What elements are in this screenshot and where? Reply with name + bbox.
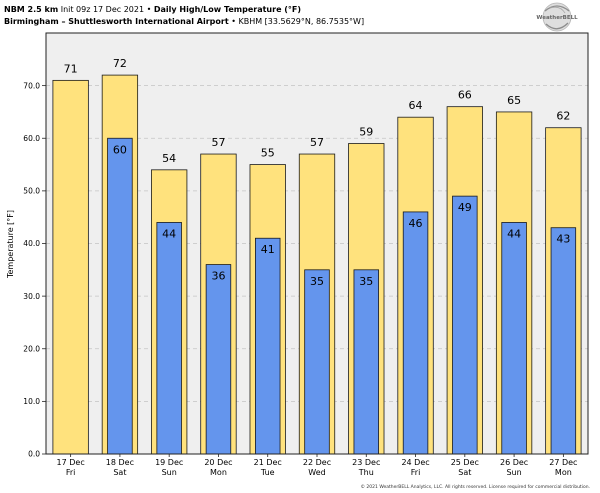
header-separator: •	[231, 17, 236, 26]
low-temperature-bar	[304, 269, 330, 455]
model-name: NBM 2.5 km	[4, 5, 59, 14]
x-tick-date-label: 20 Dec	[204, 458, 232, 467]
chart-title: Daily High/Low Temperature (°F)	[153, 5, 302, 14]
low-temperature-bar	[550, 227, 577, 455]
high-temperature-label: 59	[359, 126, 373, 139]
copyright-footer: © 2021 WeatherBELL Analytics, LLC. All r…	[361, 483, 591, 490]
low-temperature-label: 41	[261, 243, 275, 256]
high-temperature-label: 64	[409, 99, 423, 112]
x-tick-weekday-label: Fri	[66, 468, 76, 477]
x-tick-date-label: 25 Dec	[451, 458, 479, 467]
x-tick-weekday-label: Mon	[210, 468, 227, 477]
station-info: KBHM [33.5629°N, 86.7535°W]	[238, 17, 365, 26]
high-temperature-label: 65	[507, 94, 521, 107]
low-temperature-label: 36	[211, 270, 225, 283]
logo-swirl-icon	[545, 22, 569, 30]
high-temperature-label: 66	[458, 89, 472, 102]
logo-text: WeatherBELL	[536, 15, 578, 21]
high-temperature-label: 57	[310, 136, 324, 149]
x-tick-weekday-label: Sat	[113, 468, 126, 477]
low-temperature-bar	[402, 211, 429, 455]
logo-swirl-icon	[549, 6, 566, 14]
low-temperature-bar	[452, 195, 478, 455]
x-tick-date-label: 18 Dec	[106, 458, 134, 467]
low-temperature-bar	[156, 222, 182, 455]
low-temperature-label: 46	[409, 217, 423, 230]
low-temperature-label: 43	[556, 233, 570, 246]
low-temperature-bar	[107, 137, 133, 455]
high-temperature-label: 55	[261, 147, 275, 160]
x-tick-date-label: 23 Dec	[352, 458, 380, 467]
plot-frame	[45, 32, 589, 455]
high-temperature-label: 72	[113, 57, 127, 70]
x-tick-weekday-label: Tue	[260, 468, 275, 477]
location-name: Birmingham – Shuttlesworth International…	[4, 17, 229, 26]
y-tick-label: 0.0	[28, 450, 40, 459]
x-tick-weekday-label: Sat	[458, 468, 471, 477]
y-tick-label: 10.0	[23, 397, 40, 406]
x-tick-weekday-label: Wed	[308, 468, 325, 477]
x-tick-date-label: 24 Dec	[401, 458, 429, 467]
low-temperature-bar	[255, 237, 281, 455]
init-time: Init 09z 17 Dec 2021	[60, 5, 145, 14]
header-separator: •	[146, 5, 152, 14]
x-tick-date-label: 17 Dec	[57, 458, 85, 467]
x-tick-weekday-label: Thu	[358, 468, 374, 477]
logo-circle-icon	[542, 2, 572, 32]
y-tick-label: 60.0	[23, 134, 40, 143]
y-axis-label: Temperature [°F]	[6, 210, 15, 279]
low-temperature-bar	[353, 269, 379, 455]
low-temperature-label: 60	[113, 143, 127, 156]
y-tick-label: 20.0	[23, 344, 40, 353]
low-temperature-label: 49	[458, 201, 472, 214]
y-tick-label: 30.0	[23, 292, 40, 301]
high-temperature-label: 62	[556, 110, 570, 123]
low-temperature-bar	[205, 264, 232, 455]
high-temperature-label: 54	[162, 152, 176, 165]
logo-swirl-icon	[544, 5, 570, 12]
chart-header: NBM 2.5 km Init 09z 17 Dec 2021 • Daily …	[4, 4, 364, 28]
low-temperature-label: 35	[310, 275, 324, 288]
high-temperature-label: 71	[64, 62, 78, 75]
low-temperature-label: 44	[507, 227, 521, 240]
low-temperature-label: 35	[359, 275, 373, 288]
weatherbell-logo: WeatherBELL	[536, 2, 578, 32]
x-tick-weekday-label: Mon	[555, 468, 572, 477]
x-tick-date-label: 22 Dec	[303, 458, 331, 467]
header-line-location: Birmingham – Shuttlesworth International…	[4, 16, 364, 28]
header-line-model: NBM 2.5 km Init 09z 17 Dec 2021 • Daily …	[4, 4, 364, 16]
x-tick-date-label: 19 Dec	[155, 458, 183, 467]
x-tick-date-label: 26 Dec	[500, 458, 528, 467]
y-tick-label: 70.0	[23, 81, 40, 90]
y-tick-label: 40.0	[23, 239, 40, 248]
x-tick-weekday-label: Sun	[162, 468, 177, 477]
x-tick-date-label: 27 Dec	[549, 458, 577, 467]
y-tick-label: 50.0	[23, 187, 40, 196]
x-tick-date-label: 21 Dec	[254, 458, 282, 467]
low-temperature-label: 44	[162, 227, 176, 240]
high-temperature-label: 57	[211, 136, 225, 149]
low-temperature-bar	[501, 222, 527, 455]
x-tick-weekday-label: Fri	[411, 468, 421, 477]
high-temperature-bar	[52, 79, 89, 455]
x-tick-weekday-label: Sun	[506, 468, 521, 477]
plot-area: 0.0 10.0 20.0 30.0 40.0 50.0 60.0 70.0 71 72 54 57 5…	[23, 32, 589, 477]
